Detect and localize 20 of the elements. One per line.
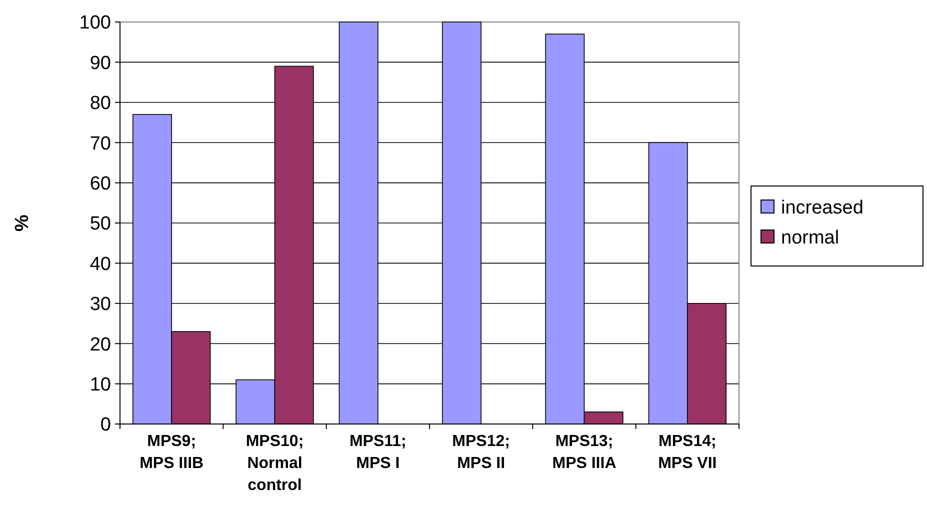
y-tick-label: 80 [90,93,111,114]
y-tick-label: 30 [90,294,111,316]
legend-label: increased [781,198,864,219]
x-tick-label: MPS12; MPS II [452,433,510,472]
y-tick-label: 10 [90,374,111,396]
x-tick-label: MPS9; MPS IIIB [140,433,204,472]
x-tick-label: MPS13; MPS IIIA [552,433,617,472]
x-tick-label: MPS11; MPS I [349,433,406,472]
x-tick-label: MPS10; Normal control [246,433,304,494]
y-tick-label: 20 [90,334,111,356]
y-tick-label: 90 [90,52,111,74]
legend-label: normal [781,228,840,249]
y-tick-label: 100 [79,12,111,34]
y-tick-label: 40 [90,254,111,275]
x-tick-label: MPS14; MPS VII [658,433,717,472]
y-axis-title: % [12,214,33,232]
y-tick-label: 70 [90,133,111,154]
y-tick-label: 60 [90,173,111,194]
y-tick-label: 50 [90,214,111,235]
y-tick-label: 0 [100,414,111,436]
